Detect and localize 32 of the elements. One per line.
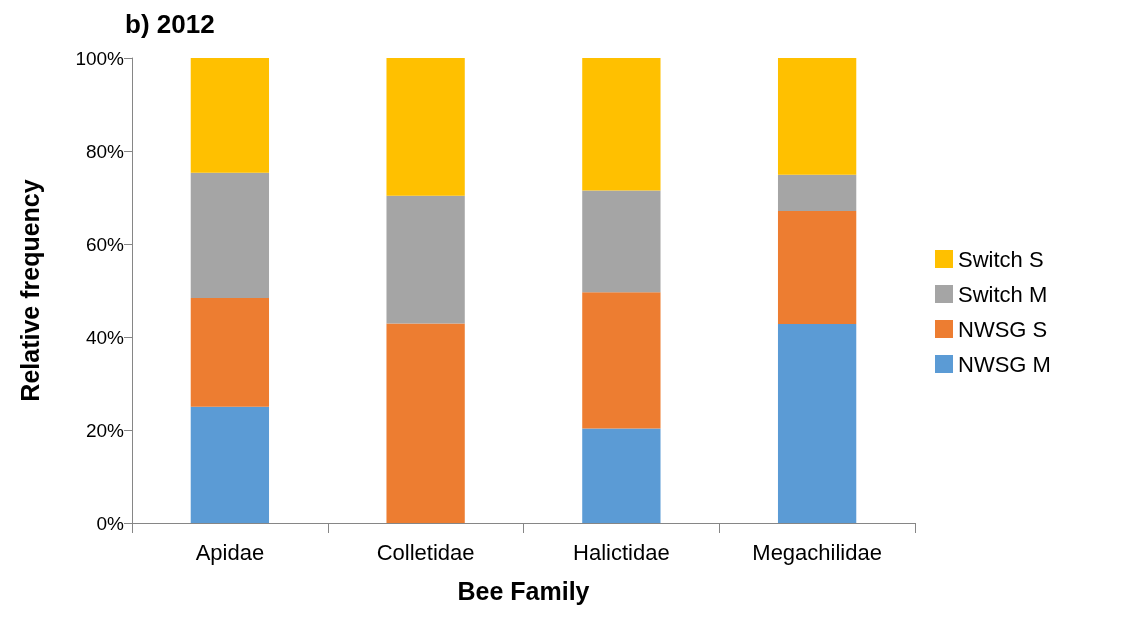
chart-title: b) 2012 xyxy=(125,9,215,39)
y-axis-title: Relative frequency xyxy=(15,179,44,402)
y-tick-label: 100% xyxy=(75,47,125,69)
x-tick-label: Colletidae xyxy=(376,539,475,565)
bar xyxy=(190,406,270,523)
bar xyxy=(777,210,857,324)
x-tick-label: Halictidae xyxy=(573,539,670,565)
x-axis-title: Bee Family xyxy=(457,576,590,605)
x-tick-label: Megachilidae xyxy=(752,539,882,565)
legend-label: NWSG S xyxy=(958,316,1048,342)
y-tick-label: 60% xyxy=(85,233,125,255)
y-tick-label: 80% xyxy=(85,140,125,162)
bar xyxy=(582,58,661,191)
bar xyxy=(190,172,270,298)
legend-label: Switch S xyxy=(958,246,1044,272)
bar xyxy=(190,297,270,407)
bar xyxy=(386,58,465,196)
legend-label: NWSG M xyxy=(958,351,1051,377)
bar xyxy=(386,195,465,324)
y-tick-label: 20% xyxy=(85,419,125,441)
bar xyxy=(777,323,857,523)
bar xyxy=(777,58,857,175)
bar xyxy=(582,292,661,429)
bar xyxy=(582,190,661,293)
bar xyxy=(190,58,270,173)
legend-label: Switch M xyxy=(958,281,1048,307)
bar xyxy=(582,428,661,523)
y-tick-label: 40% xyxy=(85,326,125,348)
bar xyxy=(386,323,465,523)
bar xyxy=(777,174,857,211)
x-tick-label: Apidae xyxy=(195,539,265,565)
y-tick-label: 0% xyxy=(96,512,125,534)
